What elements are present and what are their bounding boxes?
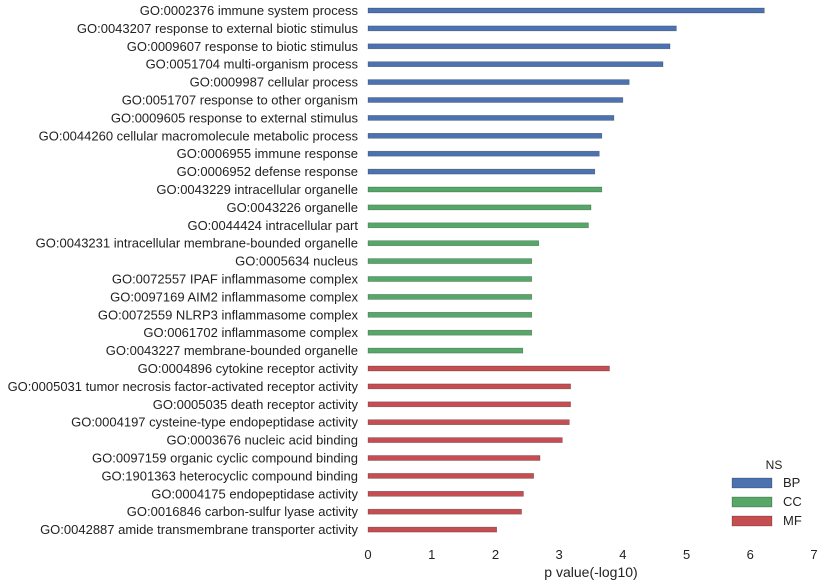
category-label: GO:0072559 NLRP3 inflammasome complex: [98, 307, 359, 322]
bar-bp: [367, 61, 664, 68]
category-label: GO:0002376 immune system process: [140, 3, 359, 18]
x-tick-label: 1: [428, 547, 435, 562]
bar-mf: [367, 490, 524, 497]
category-label: GO:0042887 amide transmembrane transport…: [40, 522, 358, 537]
x-tick-label: 0: [364, 547, 371, 562]
category-label: GO:0051707 response to other organism: [122, 93, 358, 108]
x-axis-title: p value(-log10): [544, 564, 637, 580]
bar-bp: [367, 25, 677, 32]
category-label: GO:0004896 cytokine receptor activity: [138, 361, 359, 376]
bar-cc: [367, 240, 540, 246]
bar-cc: [367, 276, 533, 282]
legend: NS BP CC MF: [731, 458, 802, 528]
category-label: GO:0004175 endopeptidase activity: [151, 486, 358, 501]
bar-mf: [367, 383, 571, 390]
category-label: GO:0072557 IPAF inflammasome complex: [112, 272, 359, 287]
category-label: GO:0044260 cellular macromolecule metabo…: [39, 128, 359, 143]
category-label: GO:0043229 intracellular organelle: [156, 182, 358, 197]
bar-mf: [367, 437, 563, 443]
category-label: GO:0005634 nucleus: [235, 254, 358, 269]
x-tick-label: 7: [810, 547, 817, 562]
legend-swatch-mf: [731, 515, 773, 527]
category-label: GO:0097159 organic cyclic compound bindi…: [92, 451, 358, 466]
bar-mf: [367, 365, 610, 372]
bar-mf: [367, 526, 497, 533]
category-label: GO:0043226 organelle: [226, 200, 358, 215]
bar-cc: [367, 294, 533, 300]
bar-bp: [367, 168, 596, 175]
category-label: GO:0097169 AIM2 inflammasome complex: [110, 289, 358, 304]
category-label: GO:1901363 heterocyclic compound binding: [101, 468, 358, 483]
bar-bp: [367, 7, 765, 14]
category-label: GO:0006955 immune response: [177, 146, 358, 161]
x-tick-label: 5: [683, 547, 690, 562]
category-label: GO:0006952 defense response: [177, 164, 358, 179]
x-axis: 0 1 2 3 4 5 6 7 p value(-log10): [364, 547, 817, 580]
bar-mf: [367, 508, 522, 515]
legend-title: NS: [766, 458, 783, 472]
bar-mf: [367, 473, 534, 479]
bar-cc: [367, 347, 524, 354]
category-label: GO:0016846 carbon-sulfur lyase activity: [127, 504, 359, 519]
category-label: GO:0009607 response to biotic stimulus: [127, 39, 359, 54]
bars-layer: [367, 7, 765, 533]
bar-bp: [367, 97, 624, 103]
bar-cc: [367, 329, 533, 336]
category-label: GO:0061702 inflammasome complex: [143, 325, 358, 340]
bar-mf: [367, 419, 570, 426]
category-label: GO:0005035 death receptor activity: [153, 397, 359, 412]
bar-mf: [367, 455, 541, 461]
category-label: GO:0004197 cysteine-type endopeptidase a…: [71, 415, 358, 430]
category-label: GO:0009605 response to external stimulus: [111, 110, 359, 125]
category-label: GO:0003676 nucleic acid binding: [166, 433, 358, 448]
legend-label-bp: BP: [783, 475, 800, 490]
bar-cc: [367, 311, 533, 318]
x-tick-labels: 0 1 2 3 4 5 6 7: [364, 547, 817, 562]
category-label: GO:0043231 intracellular membrane-bounde…: [36, 236, 358, 251]
bar-bp: [367, 43, 671, 50]
x-tick-label: 3: [556, 547, 563, 562]
category-label: GO:0044424 intracellular part: [187, 218, 358, 233]
bar-bp: [367, 79, 630, 85]
category-label: GO:0009987 cellular process: [190, 75, 359, 90]
category-label: GO:0043227 membrane-bounded organelle: [106, 343, 358, 358]
bar-bp: [367, 133, 603, 139]
bar-bp: [367, 115, 615, 121]
category-labels: GO:0002376 immune system process GO:00432…: [8, 3, 359, 537]
category-label: GO:0051704 multi-organism process: [146, 57, 359, 72]
legend-swatch-cc: [731, 496, 773, 508]
bar-mf: [367, 401, 571, 408]
x-tick-label: 6: [747, 547, 754, 562]
category-label: GO:0043207 response to external biotic s…: [77, 21, 359, 36]
x-tick-label: 2: [492, 547, 499, 562]
legend-label-cc: CC: [783, 494, 802, 509]
x-tick-label: 4: [619, 547, 626, 562]
bar-cc: [367, 222, 589, 229]
bar-cc: [367, 204, 592, 211]
legend-swatch-bp: [731, 477, 773, 489]
bar-bp: [367, 150, 600, 157]
legend-label-mf: MF: [783, 513, 802, 528]
bar-cc: [367, 258, 533, 264]
category-label: GO:0005031 tumor necrosis factor-activat…: [8, 379, 359, 394]
bar-cc: [367, 186, 603, 193]
